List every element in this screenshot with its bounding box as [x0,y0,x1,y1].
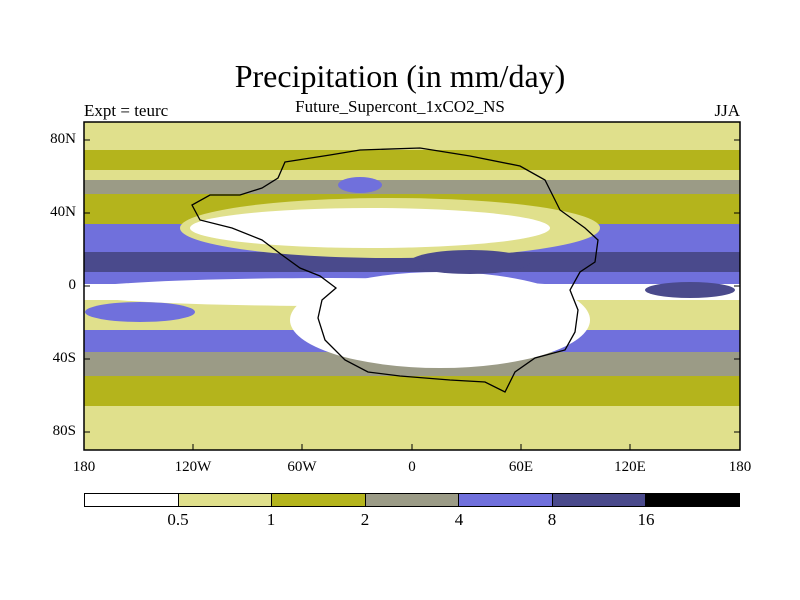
colorbar-swatch [365,494,460,506]
x-tick-label: 120E [614,459,646,475]
chart-subtitle: Future_Supercont_1xCO2_NS [295,97,505,116]
band-lat-75-90 [84,122,740,150]
x-tick-label: 120W [174,459,212,475]
x-tick-label: 180 [728,459,752,475]
colorbar-label: 1 [266,510,276,529]
y-tick-label: 40S [52,350,76,366]
colorbar-swatch [459,494,553,506]
season-label: JJA [714,101,740,120]
continent-outline [191,147,599,393]
x-tick-label: 60E [508,459,534,475]
colorbar-label: 2 [360,510,370,529]
experiment-label: Expt = teurc [84,101,169,120]
x-tick-label: 0 [408,459,416,475]
colorbar-label: 0.5 [167,510,189,529]
north-dry-core [190,208,550,248]
south-continent-dry [290,272,590,368]
band-lat-68s-50s [84,376,740,406]
colorbar-swatch [85,494,179,506]
colorbar-label: 16 [637,510,655,529]
arctic-wet-patch [338,177,382,193]
colorbar [84,493,740,507]
x-tick-label: 180 [72,459,96,475]
southwest-wet-patch [85,302,195,322]
colorbar-swatch [552,494,647,506]
chart-title: Precipitation (in mm/day) [234,58,566,94]
colorbar-label: 8 [547,510,557,529]
colorbar-swatch [272,494,366,506]
colorbar-swatch [646,494,740,506]
y-tick-label: 0 [68,277,77,293]
colorbar-swatch [178,494,273,506]
band-lat-64-75 [84,150,740,170]
monsoon-core [410,250,530,274]
band-lat-45-50 [84,180,740,194]
colorbar-label: 4 [454,510,464,529]
y-tick-label: 40N [50,204,76,220]
x-tick-label: 60W [287,459,317,475]
y-tick-label: 80N [50,131,76,147]
y-tick-label: 80S [52,423,76,439]
east-wet-patch [645,282,735,298]
band-lat-77s-68s [84,406,740,424]
